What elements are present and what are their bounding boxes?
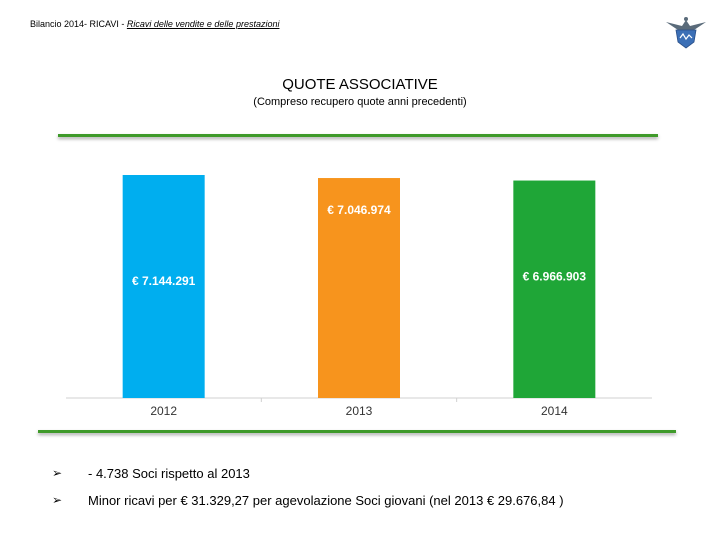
bar-2013 xyxy=(318,178,400,398)
data-label-2013: € 7.046.974 xyxy=(327,203,391,217)
bullet-text: - 4.738 Soci rispetto al 2013 xyxy=(88,466,250,481)
x-tick-label-2012: 2012 xyxy=(150,404,177,418)
slide-header: Bilancio 2014- RICAVI - Ricavi delle ven… xyxy=(30,19,279,29)
bottom-divider xyxy=(38,430,676,433)
top-divider xyxy=(58,134,658,137)
chart-title: QUOTE ASSOCIATIVE xyxy=(282,76,438,93)
eagle-shield-logo-icon xyxy=(666,17,706,49)
bullet-text: Minor ricavi per € 31.329,27 per agevola… xyxy=(88,493,564,508)
data-label-2012: € 7.144.291 xyxy=(132,274,196,288)
data-label-2014: € 6.966.903 xyxy=(523,270,587,284)
bar-2012 xyxy=(122,175,205,398)
arrow-bullet-icon: ➢ xyxy=(52,493,63,507)
arrow-bullet-icon: ➢ xyxy=(52,466,63,480)
header-link[interactable]: Ricavi delle vendite e delle prestazioni xyxy=(126,19,280,29)
x-tick-label-2014: 2014 xyxy=(541,404,568,418)
x-tick-label-2013: 2013 xyxy=(346,404,373,418)
bar-chart: € 7.144.291 2012 € 7.046.974 2013 € 6.966.90… xyxy=(66,175,652,418)
header-prefix: Bilancio 2014- RICAVI - xyxy=(30,19,127,29)
chart-subtitle: (Compreso recupero quote anni precedenti… xyxy=(253,96,467,108)
bar-2014 xyxy=(513,180,596,398)
